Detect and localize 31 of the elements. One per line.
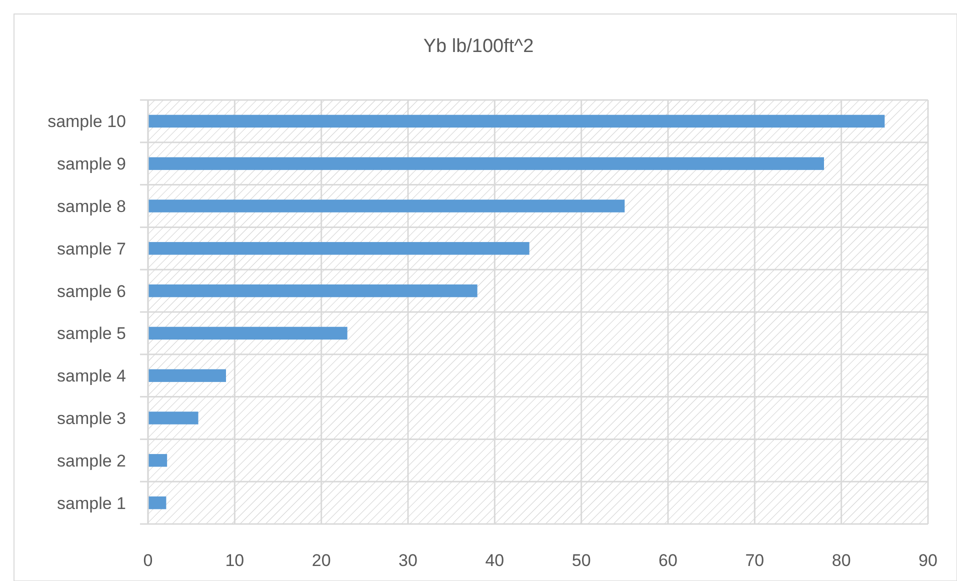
x-tick-label: 50 (572, 551, 591, 570)
y-tick-label: sample 2 (57, 451, 126, 470)
bar (148, 369, 226, 382)
x-tick-label: 40 (485, 551, 504, 570)
bar (148, 242, 530, 255)
bar (148, 284, 478, 298)
x-tick-label: 90 (918, 551, 938, 570)
bar (148, 114, 885, 128)
x-tick-label: 10 (225, 551, 244, 570)
y-tick-label: sample 3 (57, 408, 126, 428)
x-tick-label: 70 (745, 551, 764, 570)
bar (148, 326, 348, 340)
chart-title: Yb lb/100ft^2 (423, 36, 534, 57)
x-tick-label: 20 (312, 551, 331, 570)
y-tick-label: sample 4 (57, 366, 126, 386)
x-tick-label: 80 (832, 551, 851, 570)
x-tick-label: 30 (398, 551, 418, 570)
bar (148, 200, 625, 212)
x-tick-label: 0 (143, 551, 153, 570)
y-tick-label: sample 5 (57, 324, 126, 344)
y-tick-label: sample 7 (57, 239, 126, 258)
bar (148, 496, 166, 510)
y-tick-label: sample 9 (57, 154, 126, 174)
y-tick-label: sample 8 (57, 196, 126, 216)
bar (148, 157, 824, 170)
y-tick-label: sample 10 (48, 112, 126, 132)
y-tick-label: sample 1 (57, 494, 126, 513)
y-tick-label: sample 6 (57, 282, 126, 301)
x-tick-label: 60 (658, 551, 678, 570)
bar (148, 412, 198, 424)
bar (148, 454, 168, 467)
